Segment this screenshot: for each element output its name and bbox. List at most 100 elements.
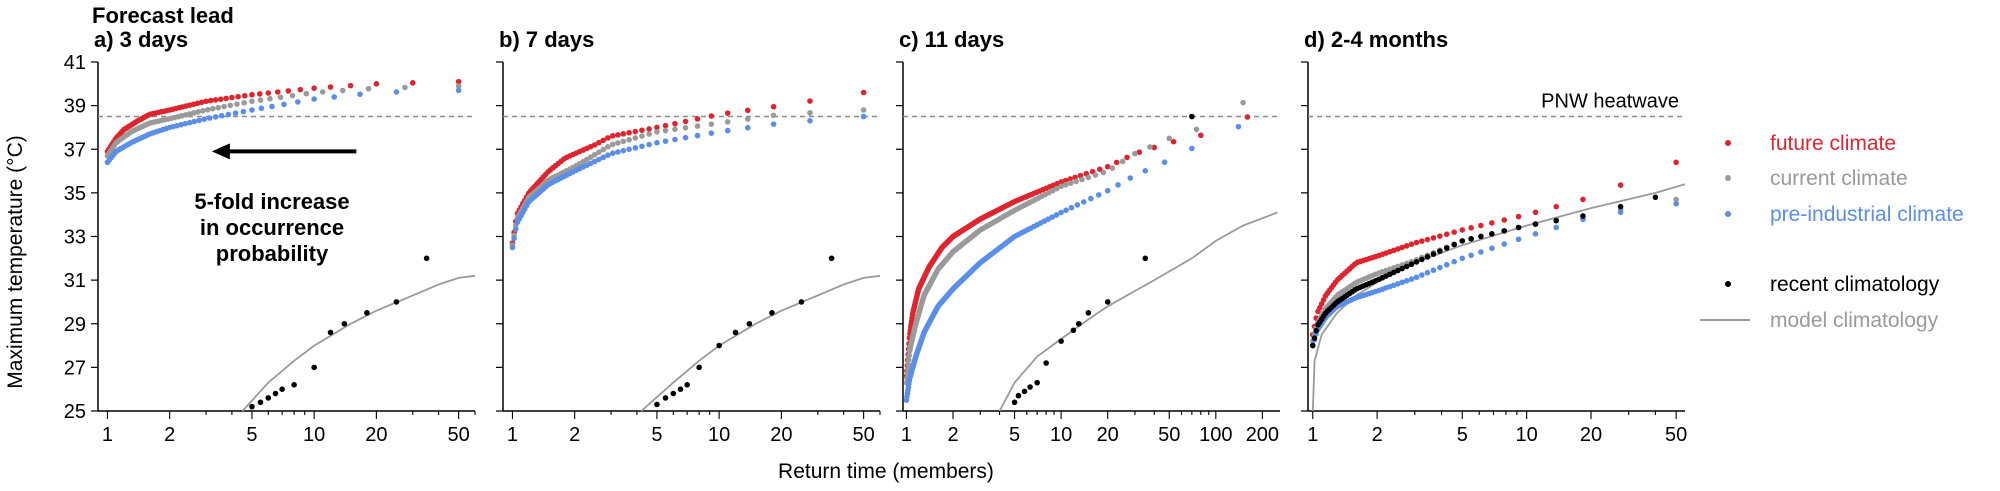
- recent-point: [1478, 233, 1484, 240]
- recent-point: [341, 320, 348, 327]
- future-point: [1459, 227, 1466, 233]
- x-tick-label: 50: [1158, 424, 1180, 446]
- model-climatology-line: [1311, 183, 1686, 412]
- recent-point: [257, 399, 264, 406]
- future-point: [708, 113, 715, 119]
- preindustrial-point: [600, 154, 607, 161]
- future-point: [654, 124, 660, 131]
- current-point: [905, 361, 912, 368]
- preindustrial-point: [632, 145, 639, 151]
- future-point: [1058, 179, 1064, 185]
- recent-point: [1408, 261, 1415, 268]
- recent-point: [1027, 384, 1033, 390]
- preindustrial-point: [1437, 264, 1443, 271]
- panel-b: b) 7 days 1 2 5 10 20 50: [496, 27, 881, 446]
- recent-point: [1058, 338, 1064, 345]
- future-point: [223, 95, 229, 102]
- current-point: [905, 357, 912, 363]
- preindustrial-point: [232, 110, 239, 116]
- current-point: [596, 149, 602, 155]
- current-point: [906, 352, 912, 359]
- future-point: [1424, 236, 1431, 243]
- current-point: [200, 107, 206, 114]
- preindustrial-point: [1049, 214, 1055, 220]
- recent-point: [1424, 254, 1431, 260]
- recent-point: [696, 364, 702, 371]
- future-point: [1430, 235, 1437, 241]
- preindustrial-point: [1142, 168, 1149, 174]
- panel-title-c: c) 11 days: [899, 27, 1004, 52]
- preindustrial-point: [509, 244, 516, 251]
- future-point: [235, 93, 241, 100]
- preindustrial-point: [1459, 255, 1466, 262]
- preindustrial-point: [1088, 195, 1094, 202]
- current-point: [600, 146, 607, 153]
- x-tick-label: 5: [651, 424, 662, 446]
- recent-point: [327, 329, 334, 336]
- current-point: [682, 124, 689, 131]
- current-point: [195, 109, 202, 115]
- current-point: [210, 105, 216, 112]
- future-point: [1489, 220, 1495, 226]
- preindustrial-point: [654, 139, 660, 146]
- preindustrial-point: [1127, 175, 1134, 181]
- future-point: [600, 137, 607, 144]
- future-point: [241, 92, 248, 99]
- current-point: [615, 140, 621, 146]
- current-point: [227, 102, 234, 109]
- legend-marker-current: [1725, 175, 1731, 181]
- model-climatology-line: [640, 274, 881, 412]
- x-tick-label: 20: [1097, 424, 1119, 446]
- preindustrial-point: [1395, 281, 1401, 287]
- current-point: [694, 123, 701, 129]
- preindustrial-point: [249, 107, 255, 113]
- y-tick-label: 37: [64, 139, 86, 161]
- current-point: [1240, 99, 1246, 106]
- y-tick-label: 33: [64, 227, 86, 249]
- preindustrial-point: [269, 103, 275, 110]
- current-point: [744, 116, 751, 122]
- future-point: [1443, 231, 1450, 238]
- legend-marker-future: [1725, 140, 1731, 146]
- x-tick-label: 2: [1372, 424, 1383, 446]
- recent-point: [1443, 245, 1450, 251]
- recent-point: [798, 299, 805, 305]
- preindustrial-point: [672, 136, 678, 143]
- current-point: [289, 92, 296, 99]
- current-point: [626, 136, 632, 143]
- preindustrial-point: [1419, 272, 1425, 278]
- recent-point: [1553, 217, 1560, 224]
- current-point: [402, 84, 408, 91]
- future-point: [1437, 233, 1443, 239]
- future-point: [373, 81, 380, 87]
- current-point: [455, 83, 462, 89]
- recent-point: [1451, 241, 1457, 248]
- preindustrial-point: [1430, 267, 1437, 274]
- preindustrial-point: [1617, 209, 1624, 216]
- preindustrial-point: [1053, 212, 1060, 218]
- suptitle: Forecast lead: [92, 3, 234, 28]
- x-tick-label: 50: [853, 424, 875, 446]
- legend-label-model: model climatology: [1770, 309, 1939, 332]
- preindustrial-point: [1501, 241, 1508, 247]
- annotation: 5-fold increase in occurrence probabilit…: [194, 143, 357, 266]
- y-tick-label: 39: [64, 96, 86, 118]
- future-point: [694, 116, 701, 122]
- x-tick-label: 5: [1009, 424, 1020, 446]
- recent-point: [670, 390, 677, 397]
- x-tick-label: 20: [770, 424, 792, 446]
- recent-point: [249, 403, 255, 410]
- legend-label-current: current climate: [1770, 167, 1908, 190]
- current-point: [724, 119, 731, 125]
- future-point: [860, 89, 867, 96]
- current-point: [591, 151, 598, 158]
- current-point: [221, 103, 227, 110]
- future-point: [249, 91, 255, 98]
- x-tick-label: 10: [1050, 424, 1072, 446]
- y-tick-label: 41: [64, 52, 86, 74]
- recent-point: [662, 395, 669, 401]
- preindustrial-point: [1553, 224, 1560, 231]
- preindustrial-point: [646, 141, 652, 148]
- future-point: [311, 85, 317, 91]
